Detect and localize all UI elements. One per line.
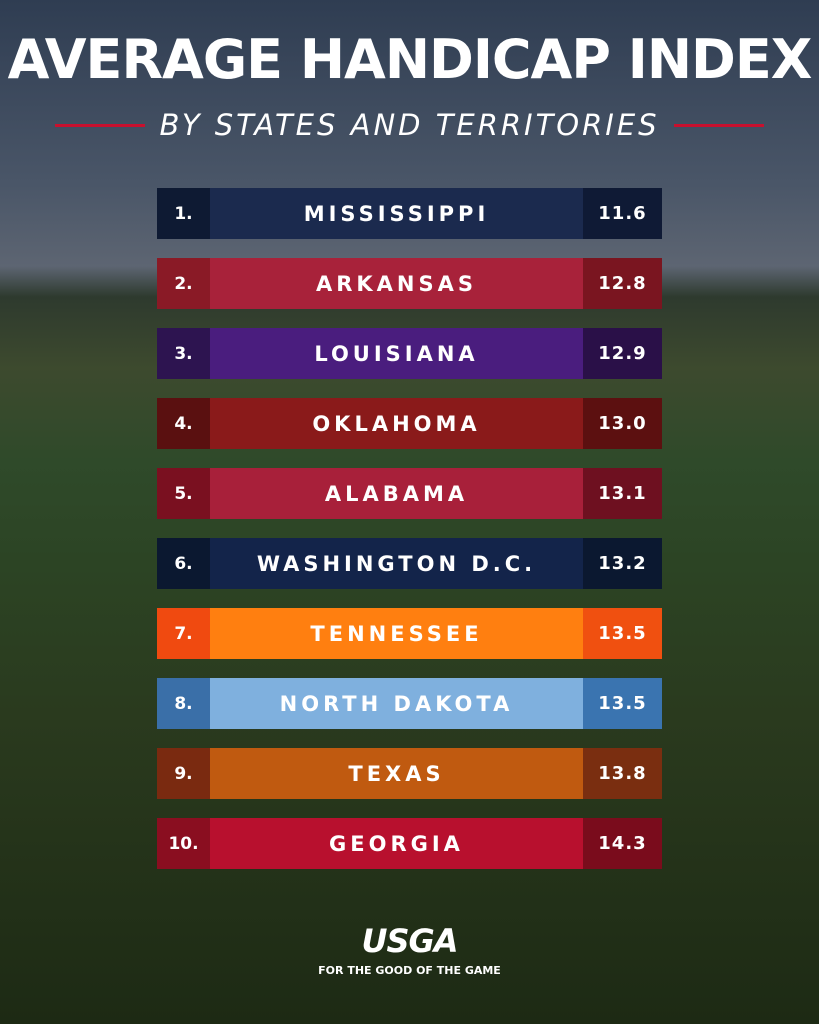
logo: USGA xyxy=(361,922,458,960)
rank: 5. xyxy=(157,468,210,519)
handicap-value: 13.8 xyxy=(583,748,662,799)
rule xyxy=(55,123,146,127)
handicap-value: 12.8 xyxy=(583,258,662,309)
state-name: ARKANSAS xyxy=(210,258,583,309)
rank: 9. xyxy=(157,748,210,799)
rank: 4. xyxy=(157,398,210,449)
state-name: ALABAMA xyxy=(210,468,583,519)
row: 4. OKLAHOMA 13.0 xyxy=(157,398,662,449)
tagline: FOR THE GOOD OF THE GAME xyxy=(318,964,501,977)
rank: 3. xyxy=(157,328,210,379)
state-name: OKLAHOMA xyxy=(210,398,583,449)
rank: 7. xyxy=(157,608,210,659)
rank: 1. xyxy=(157,188,210,239)
row: 3. LOUISIANA 12.9 xyxy=(157,328,662,379)
state-name: WASHINGTON D.C. xyxy=(210,538,583,589)
rank: 8. xyxy=(157,678,210,729)
handicap-value: 14.3 xyxy=(583,818,662,869)
rank: 6. xyxy=(157,538,210,589)
state-name: NORTH DAKOTA xyxy=(210,678,583,729)
state-name: GEORGIA xyxy=(210,818,583,869)
row: 2. ARKANSAS 12.8 xyxy=(157,258,662,309)
row: 5. ALABAMA 13.1 xyxy=(157,468,662,519)
handicap-value: 11.6 xyxy=(583,188,662,239)
subtitle-bar: BY STATES AND TERRITORIES xyxy=(0,108,819,142)
handicap-value: 13.0 xyxy=(583,398,662,449)
title: AVERAGE HANDICAP INDEX xyxy=(7,28,813,91)
state-name: LOUISIANA xyxy=(210,328,583,379)
row: 7. TENNESSEE 13.5 xyxy=(157,608,662,659)
rule xyxy=(673,123,764,127)
state-name: TEXAS xyxy=(210,748,583,799)
rank: 10. xyxy=(157,818,210,869)
handicap-value: 13.2 xyxy=(583,538,662,589)
state-name: MISSISSIPPI xyxy=(210,188,583,239)
ranking-list: 1. MISSISSIPPI 11.6 2. ARKANSAS 12.8 3. LOUISIA… xyxy=(157,188,662,888)
subtitle: BY STATES AND TERRITORIES xyxy=(159,108,660,142)
handicap-value: 13.1 xyxy=(583,468,662,519)
handicap-value: 13.5 xyxy=(583,678,662,729)
row: 6. WASHINGTON D.C. 13.2 xyxy=(157,538,662,589)
handicap-value: 12.9 xyxy=(583,328,662,379)
row: 9. TEXAS 13.8 xyxy=(157,748,662,799)
handicap-value: 13.5 xyxy=(583,608,662,659)
row: 10. GEORGIA 14.3 xyxy=(157,818,662,869)
rank: 2. xyxy=(157,258,210,309)
state-name: TENNESSEE xyxy=(210,608,583,659)
row: 8. NORTH DAKOTA 13.5 xyxy=(157,678,662,729)
row: 1. MISSISSIPPI 11.6 xyxy=(157,188,662,239)
